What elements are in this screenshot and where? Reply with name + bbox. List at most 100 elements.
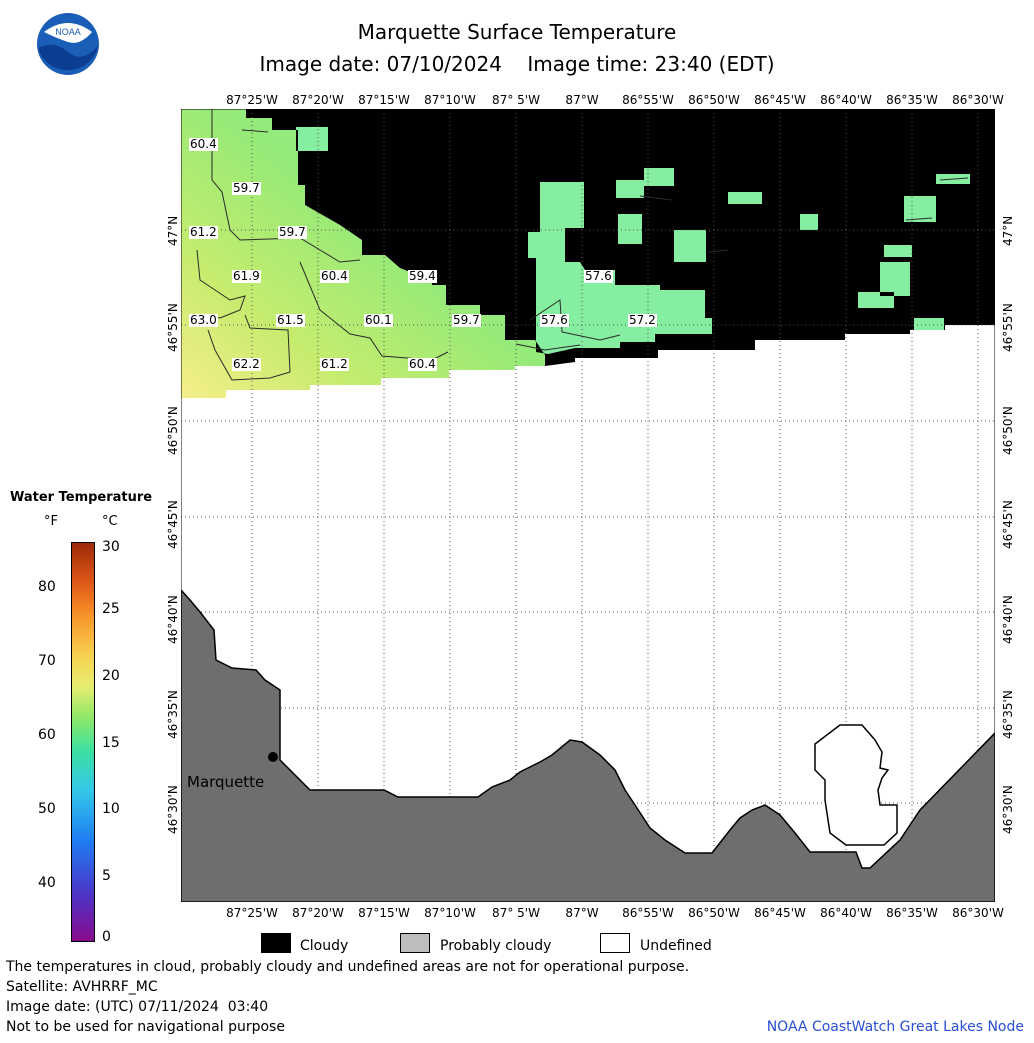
colorbar-f-tick: 40 bbox=[38, 875, 56, 891]
water-temp-patch bbox=[644, 168, 674, 186]
noaa-logo: NOAA bbox=[36, 12, 100, 76]
page-title: Marquette Surface Temperature bbox=[357, 20, 677, 44]
legend-swatch-cloudy bbox=[261, 933, 291, 953]
top-lon-tick: 86°40'W bbox=[820, 93, 872, 107]
right-lat-tick: 47°N bbox=[1001, 215, 1015, 246]
right-lat-tick: 46°30'N bbox=[1001, 785, 1015, 834]
temp-label: 61.5 bbox=[276, 313, 305, 327]
temp-label: 57.2 bbox=[628, 313, 657, 327]
temp-label: 59.7 bbox=[278, 225, 307, 239]
bottom-lon-tick: 86°55'W bbox=[622, 906, 674, 920]
bottom-lon-tick: 87°20'W bbox=[292, 906, 344, 920]
water-temp-patch bbox=[528, 182, 712, 354]
top-lon-tick: 86°50'W bbox=[688, 93, 740, 107]
colorbar-f-tick: 80 bbox=[38, 579, 56, 595]
temp-label: 59.7 bbox=[232, 181, 261, 195]
legend-label-probably-cloudy: Probably cloudy bbox=[440, 938, 552, 954]
bottom-lon-tick: 87°W bbox=[565, 906, 599, 920]
cloud-area bbox=[246, 109, 995, 366]
legend-label-undefined: Undefined bbox=[640, 938, 712, 954]
bottom-lon-tick: 86°35'W bbox=[886, 906, 938, 920]
colorbar-title: Water Temperature bbox=[10, 490, 153, 505]
bottom-lon-tick: 86°30'W bbox=[952, 906, 1004, 920]
legend-swatch-undefined bbox=[600, 933, 630, 953]
left-lat-tick: 46°45'N bbox=[166, 500, 180, 549]
water-temp-patch bbox=[914, 318, 944, 330]
left-lat-tick: 46°40'N bbox=[166, 595, 180, 644]
temp-label: 61.2 bbox=[189, 225, 218, 239]
colorbar-c-tick: 10 bbox=[102, 801, 120, 817]
bottom-lon-tick: 87°10'W bbox=[424, 906, 476, 920]
temp-label: 60.4 bbox=[408, 357, 437, 371]
footer-satellite: Satellite: AVHRRF_MC bbox=[6, 979, 158, 995]
colorbar-c-tick: 15 bbox=[102, 735, 120, 751]
colorbar-c-tick: 5 bbox=[102, 868, 111, 884]
left-lat-tick: 46°30'N bbox=[166, 785, 180, 834]
top-lon-tick: 86°55'W bbox=[622, 93, 674, 107]
temp-label: 57.6 bbox=[584, 269, 613, 283]
temp-label: 62.2 bbox=[232, 357, 261, 371]
bottom-lon-tick: 86°50'W bbox=[688, 906, 740, 920]
isotherms bbox=[196, 109, 969, 381]
footer-disclaimer: The temperatures in cloud, probably clou… bbox=[6, 959, 690, 975]
bottom-lon-tick: 87°25'W bbox=[226, 906, 278, 920]
inland-lake bbox=[814, 724, 898, 846]
water-temp-patch bbox=[296, 127, 328, 151]
footer-credit-link[interactable]: NOAA CoastWatch Great Lakes Node bbox=[766, 1019, 1024, 1035]
temp-label: 59.4 bbox=[408, 269, 437, 283]
land-area bbox=[181, 588, 995, 902]
water-temp-patch bbox=[728, 192, 762, 204]
temp-label: 61.9 bbox=[232, 269, 261, 283]
top-lon-tick: 87°20'W bbox=[292, 93, 344, 107]
colorbar-f-tick: 50 bbox=[38, 801, 56, 817]
page-subtitle: Image date: 07/10/2024 Image time: 23:40… bbox=[259, 52, 775, 76]
temp-label: 60.1 bbox=[364, 313, 393, 327]
water-temp-patch bbox=[880, 262, 910, 296]
bottom-lon-tick: 86°40'W bbox=[820, 906, 872, 920]
city-label: Marquette bbox=[187, 773, 265, 791]
water-temp-patch bbox=[618, 214, 642, 244]
top-lon-tick: 87° 5'W bbox=[492, 93, 540, 107]
top-lon-tick: 87°10'W bbox=[424, 93, 476, 107]
left-lat-tick: 46°55'N bbox=[166, 303, 180, 352]
colorbar-c-tick: 25 bbox=[102, 601, 120, 617]
top-lon-tick: 86°45'W bbox=[754, 93, 806, 107]
temp-label: 63.0 bbox=[189, 313, 218, 327]
legend-swatch-probably-cloudy bbox=[400, 933, 430, 953]
left-lat-tick: 46°35'N bbox=[166, 690, 180, 739]
bottom-lon-tick: 87°15'W bbox=[358, 906, 410, 920]
top-lon-tick: 87°15'W bbox=[358, 93, 410, 107]
right-lat-tick: 46°45'N bbox=[1001, 500, 1015, 549]
colorbar-unit-c: °C bbox=[102, 514, 118, 529]
colorbar-unit-f: °F bbox=[44, 514, 58, 529]
temp-label: 59.7 bbox=[452, 313, 481, 327]
water-temp-patch bbox=[884, 245, 912, 257]
bottom-lon-tick: 87° 5'W bbox=[492, 906, 540, 920]
colorbar-f-tick: 70 bbox=[38, 653, 56, 669]
colorbar-c-tick: 20 bbox=[102, 668, 120, 684]
temp-label: 57.6 bbox=[540, 313, 569, 327]
right-lat-tick: 46°55'N bbox=[1001, 303, 1015, 352]
left-lat-tick: 46°50'N bbox=[166, 406, 180, 455]
colorbar-c-tick: 30 bbox=[102, 539, 120, 555]
marquette-marker bbox=[268, 752, 278, 762]
temp-label: 60.4 bbox=[320, 269, 349, 283]
colorbar-f-tick: 60 bbox=[38, 727, 56, 743]
colorbar-gradient bbox=[71, 542, 95, 942]
water-temp-patch bbox=[674, 230, 706, 262]
footer-navigation-note: Not to be used for navigational purpose bbox=[6, 1019, 285, 1035]
left-lat-tick: 47°N bbox=[166, 215, 180, 246]
top-lon-tick: 86°30'W bbox=[952, 93, 1004, 107]
bottom-lon-tick: 86°45'W bbox=[754, 906, 806, 920]
right-lat-tick: 46°35'N bbox=[1001, 690, 1015, 739]
water-temp-patch bbox=[800, 214, 818, 230]
colorbar-c-tick: 0 bbox=[102, 929, 111, 945]
top-lon-tick: 87°25'W bbox=[226, 93, 278, 107]
legend-label-cloudy: Cloudy bbox=[300, 938, 349, 954]
temp-label: 60.4 bbox=[189, 137, 218, 151]
top-lon-tick: 87°W bbox=[565, 93, 599, 107]
temp-label: 61.2 bbox=[320, 357, 349, 371]
top-lon-tick: 86°35'W bbox=[886, 93, 938, 107]
logo-text: NOAA bbox=[55, 27, 81, 37]
sst-map bbox=[181, 109, 995, 902]
